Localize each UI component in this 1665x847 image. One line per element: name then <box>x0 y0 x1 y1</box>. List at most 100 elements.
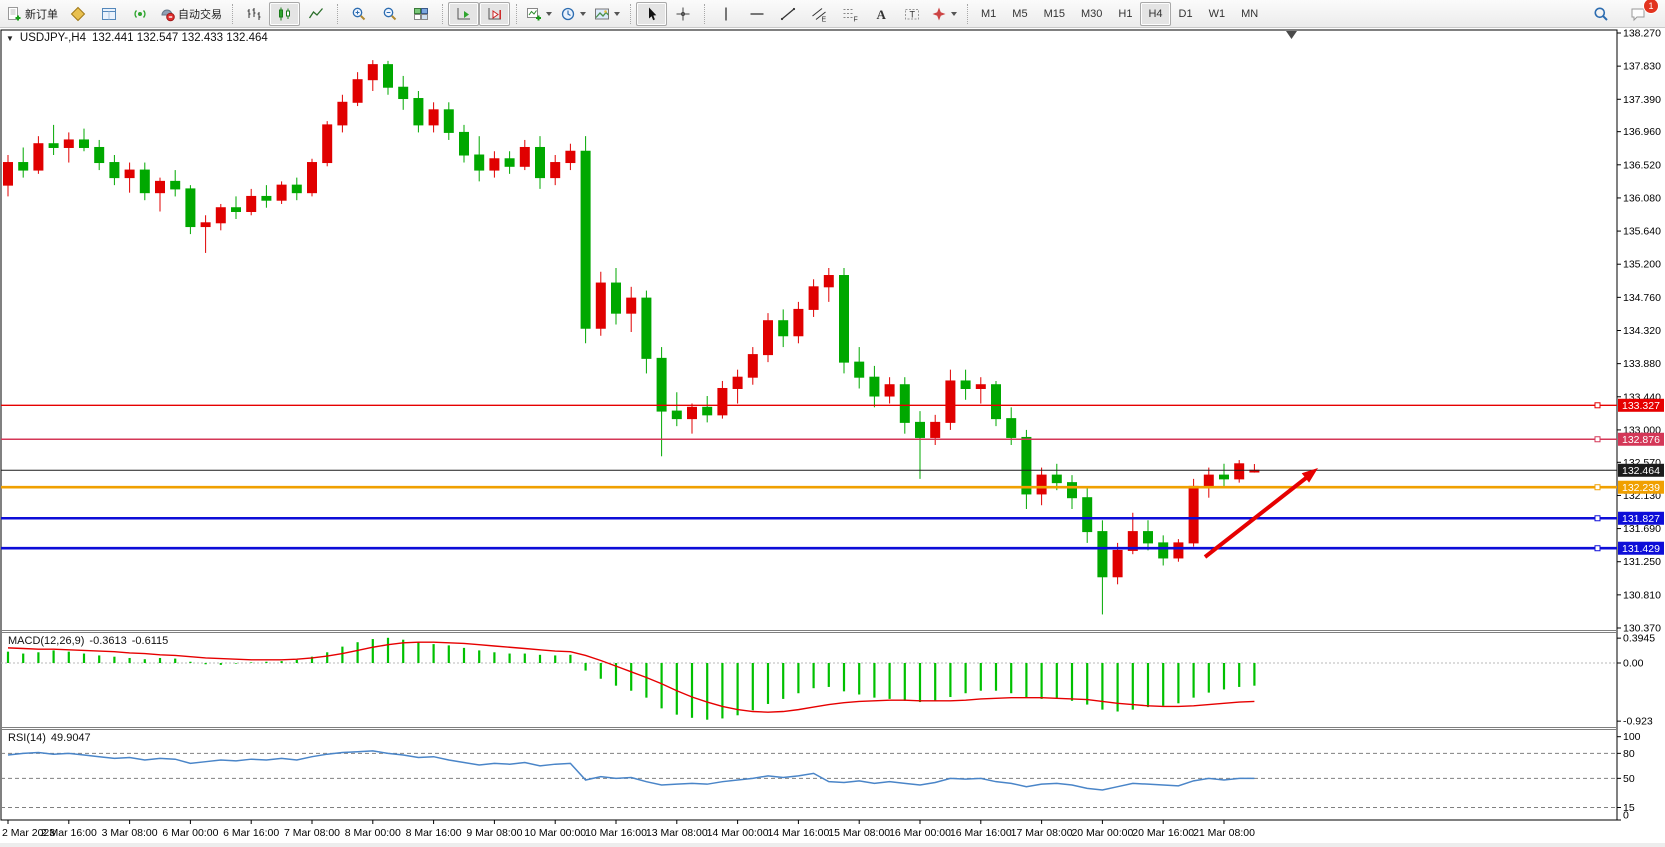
arrows-icon <box>931 6 947 22</box>
periods-button[interactable] <box>556 2 590 26</box>
search-button[interactable] <box>1585 2 1616 26</box>
price-line-badge <box>1618 511 1664 525</box>
rsi-label: RSI(14) 49.9047 <box>8 732 96 744</box>
cursor-button[interactable] <box>636 1 667 26</box>
tf-m30-button[interactable]: M30 <box>1073 2 1110 26</box>
tf-h1-label: H1 <box>1118 7 1133 20</box>
line-handle[interactable] <box>1594 402 1601 409</box>
signals-button[interactable] <box>124 2 155 26</box>
signals-icon <box>132 6 148 22</box>
candle-body <box>231 207 241 212</box>
candle-body <box>915 421 925 438</box>
pane-separator[interactable] <box>1 727 1617 730</box>
line-handle[interactable] <box>1594 436 1601 443</box>
text-button[interactable]: A <box>865 2 896 26</box>
candle-body <box>1112 549 1123 578</box>
pane-separator[interactable] <box>1 630 1617 633</box>
line-chart-button[interactable] <box>300 2 331 26</box>
trendline-button[interactable] <box>772 2 803 26</box>
tf-w1-button[interactable]: W1 <box>1201 2 1234 26</box>
templates-button[interactable] <box>590 2 624 26</box>
toolbar-separator <box>232 3 233 24</box>
tf-h4-label: H4 <box>1148 7 1163 20</box>
chat-button[interactable]: 1 <box>1622 0 1659 26</box>
svg-text:A: A <box>876 7 886 22</box>
chart-shift-marker[interactable] <box>1286 31 1297 39</box>
horizontal-line-button[interactable] <box>741 2 772 26</box>
indicators-button[interactable] <box>522 2 556 26</box>
candle-body <box>1219 474 1229 480</box>
tf-h1-button[interactable]: H1 <box>1110 2 1140 26</box>
candle-body <box>337 101 348 126</box>
indicators-icon <box>526 6 542 22</box>
candle-body <box>3 162 13 186</box>
candle-body <box>717 387 728 416</box>
price-line-badge-text: 131.827 <box>1622 513 1660 525</box>
candle-body <box>1188 485 1199 544</box>
line-handle[interactable] <box>1594 545 1601 552</box>
macd-name: MACD(12,26,9) <box>8 635 85 647</box>
bar-chart-button[interactable] <box>238 2 269 26</box>
time-tick-label: 7 Mar 08:00 <box>284 827 340 839</box>
hline-objects: 133.327 132.876 132.464 132.239 131.827 131.4… <box>1 398 1664 555</box>
candle-body <box>322 124 333 164</box>
text-icon: A <box>873 6 889 22</box>
horizontal-line-icon <box>749 6 765 22</box>
vertical-line-button[interactable] <box>710 2 741 26</box>
zoom-out-button[interactable] <box>374 2 405 26</box>
autotrading-button[interactable]: 自动交易 <box>155 2 226 26</box>
candlestick-chart-button[interactable] <box>269 1 300 26</box>
macd-label: MACD(12,26,9) -0.3613 -0.6115 <box>8 635 173 647</box>
price-line-badge-text: 132.876 <box>1622 434 1660 446</box>
candle-body <box>1127 531 1138 551</box>
candle-body <box>185 188 196 228</box>
price-tick-label: 137.390 <box>1623 94 1661 106</box>
tf-m5-button[interactable]: M5 <box>1004 2 1035 26</box>
price-tick-label: 130.810 <box>1623 589 1661 601</box>
crosshair-button[interactable] <box>667 2 698 26</box>
tf-m1-button[interactable]: M1 <box>973 2 1004 26</box>
new-order-button[interactable]: 新订单 <box>2 2 62 26</box>
candle-body <box>869 376 880 397</box>
fibonacci-button[interactable]: F <box>834 2 865 26</box>
candle-body <box>519 146 530 167</box>
tf-m30-label: M30 <box>1080 7 1103 20</box>
tf-d1-button[interactable]: D1 <box>1171 2 1201 26</box>
data-window-button[interactable] <box>93 2 124 26</box>
arrow-object[interactable] <box>1203 468 1318 559</box>
candle-body <box>884 384 895 397</box>
time-tick-label: 6 Mar 00:00 <box>162 827 218 839</box>
market-watch-icon <box>70 6 86 22</box>
tile-windows-icon <box>413 6 429 22</box>
price-axis[interactable]: 138.270 137.830 137.390 136.960 136.520 136.0… <box>1617 28 1661 635</box>
tf-mn-button[interactable]: MN <box>1233 2 1266 26</box>
price-tick-label: 134.760 <box>1623 292 1661 304</box>
new-order-icon <box>6 6 22 22</box>
toolbar-separator <box>630 3 631 24</box>
candle-body <box>595 282 606 329</box>
tf-h4-button[interactable]: H4 <box>1140 1 1171 26</box>
arrows-button[interactable] <box>927 2 961 26</box>
equidistant-channel-button[interactable]: E <box>803 2 834 26</box>
cursor-icon <box>644 6 660 22</box>
time-tick-label: 16 Mar 00:00 <box>889 827 951 839</box>
candle-body <box>930 421 941 438</box>
time-tick-label: 8 Mar 16:00 <box>406 827 462 839</box>
line-handle[interactable] <box>1594 484 1601 491</box>
candle-body <box>307 162 317 194</box>
zoom-in-button[interactable] <box>343 2 374 26</box>
symbol-dropdown-icon[interactable]: ▼ <box>6 33 14 43</box>
candle-body <box>793 308 804 337</box>
auto-scroll-button[interactable] <box>448 1 479 26</box>
dropdown-caret-icon <box>580 11 586 16</box>
tile-windows-button[interactable] <box>405 2 436 26</box>
candlestick-chart-icon <box>277 6 293 22</box>
chart-shift-button[interactable] <box>479 1 510 26</box>
tf-m15-button[interactable]: M15 <box>1036 2 1073 26</box>
line-handle[interactable] <box>1594 515 1601 522</box>
text-label-button[interactable]: T <box>896 2 927 26</box>
market-watch-button[interactable] <box>62 2 93 26</box>
svg-text:T: T <box>909 9 915 19</box>
